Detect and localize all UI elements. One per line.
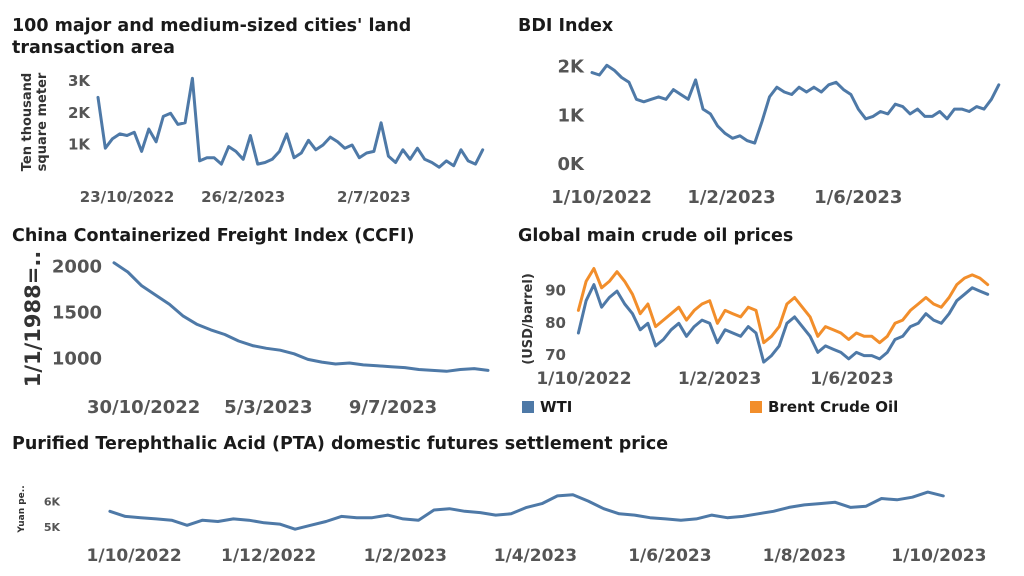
legend-item-brent[interactable]: Brent Crude Oil xyxy=(750,398,898,416)
bdi-x-tick-label: 1/6/2023 xyxy=(814,187,902,208)
bdi-y-tick-label: 2K xyxy=(558,57,586,78)
bdi-chart-panel: BDI Index 0K 1K 2K 1/10/2022 1/2/2023 1/6/202… xyxy=(512,0,1024,215)
bdi-chart-title: BDI Index xyxy=(518,16,614,36)
crude-y-tick-label: 70 xyxy=(545,346,566,364)
crude-y-tick-label: 90 xyxy=(545,282,566,300)
land-y-tick-label: 3K xyxy=(68,72,91,90)
bdi-chart-svg: 0K 1K 2K 1/10/2022 1/2/2023 1/6/2023 xyxy=(551,57,1001,208)
ccfi-y-tick-label: 1500 xyxy=(52,302,102,323)
ccfi-series-line-0[interactable] xyxy=(112,261,490,373)
pta-x-tick-label: 1/2/2023 xyxy=(364,546,447,566)
land-y-tick-label: 1K xyxy=(68,136,91,154)
crude-x-tick-label: 1/6/2023 xyxy=(810,369,893,389)
ccfi-chart-svg: 1000 1500 2000 30/10/2022 5/3/2023 9/7/2023 1/… xyxy=(21,251,490,418)
pta-chart-svg: 5K 6K 1/10/2022 1/12/2022 1/2/2023 1/4/2023 1/… xyxy=(17,485,986,566)
crude-x-tick-label: 1/2/2023 xyxy=(678,369,761,389)
land-chart-svg: 1K 2K 3K 23/10/2022 26/2/2023 2/7/2023 Ten tho… xyxy=(20,72,485,206)
pta-x-tick-label: 1/10/2022 xyxy=(87,546,182,566)
crude-chart-panel: Global main crude oil prices 70 80 90 1/10/… xyxy=(512,215,1024,425)
land-series-line-0[interactable] xyxy=(96,76,485,169)
crude-series-line-wti[interactable] xyxy=(576,283,990,364)
bdi-y-tick-label: 0K xyxy=(558,154,586,175)
pta-x-tick-label: 1/10/2023 xyxy=(891,546,986,566)
land-chart-panel: 100 major and medium-sized cities' land … xyxy=(0,0,512,215)
bdi-series-line-0[interactable] xyxy=(590,63,1001,145)
legend-item-wti[interactable]: WTI xyxy=(522,398,572,416)
pta-chart-title: Purified Terephthalic Acid (PTA) domesti… xyxy=(12,434,669,454)
ccfi-y-tick-label: 1000 xyxy=(52,348,102,369)
ccfi-y-tick-label: 2000 xyxy=(52,256,102,277)
legend-swatch-wti xyxy=(522,401,534,413)
pta-y-tick-label: 5K xyxy=(44,521,61,534)
land-y-axis-label: Ten thousandsquare meter xyxy=(20,72,50,171)
legend-label-brent: Brent Crude Oil xyxy=(768,398,899,416)
pta-x-tick-label: 1/6/2023 xyxy=(628,546,711,566)
land-chart-title: 100 major and medium-sized cities' land … xyxy=(12,16,412,58)
crude-series-line-brent-crude-oil[interactable] xyxy=(576,267,990,345)
land-y-tick-label: 2K xyxy=(68,104,91,122)
pta-series-line-0[interactable] xyxy=(108,490,945,531)
pta-x-tick-label: 1/4/2023 xyxy=(494,546,577,566)
bdi-x-tick-label: 1/10/2022 xyxy=(551,187,652,208)
pta-y-tick-label: 6K xyxy=(44,495,61,508)
legend-label-wti: WTI xyxy=(540,398,573,416)
crude-chart-svg: 70 80 90 1/10/2022 1/2/2023 1/6/2023 (USD/barr… xyxy=(521,267,990,389)
pta-chart-panel: Purified Terephthalic Acid (PTA) domesti… xyxy=(0,425,1024,576)
crude-x-tick-label: 1/10/2022 xyxy=(536,369,631,389)
ccfi-chart-title: China Containerized Freight Index (CCFI) xyxy=(12,226,415,246)
land-x-tick-label: 26/2/2023 xyxy=(201,188,285,206)
legend-swatch-brent xyxy=(750,401,762,413)
crude-chart-title: Global main crude oil prices xyxy=(518,226,794,246)
pta-x-tick-label: 1/8/2023 xyxy=(763,546,846,566)
bdi-x-tick-label: 1/2/2023 xyxy=(687,187,775,208)
crude-y-tick-label: 80 xyxy=(545,314,566,332)
pta-x-tick-label: 1/12/2022 xyxy=(221,546,316,566)
ccfi-y-axis-label: 1/1/1988=.. xyxy=(21,251,45,388)
crude-y-axis-label: (USD/barrel) xyxy=(521,273,536,365)
land-x-tick-label: 23/10/2022 xyxy=(80,188,174,206)
ccfi-chart-panel: China Containerized Freight Index (CCFI)… xyxy=(0,215,512,425)
pta-y-axis-label: Yuan pe.. xyxy=(17,485,27,533)
ccfi-x-tick-label: 9/7/2023 xyxy=(349,397,437,418)
bdi-y-tick-label: 1K xyxy=(558,105,586,126)
ccfi-x-tick-label: 30/10/2022 xyxy=(87,397,200,418)
ccfi-x-tick-label: 5/3/2023 xyxy=(224,397,312,418)
land-x-tick-label: 2/7/2023 xyxy=(337,188,411,206)
